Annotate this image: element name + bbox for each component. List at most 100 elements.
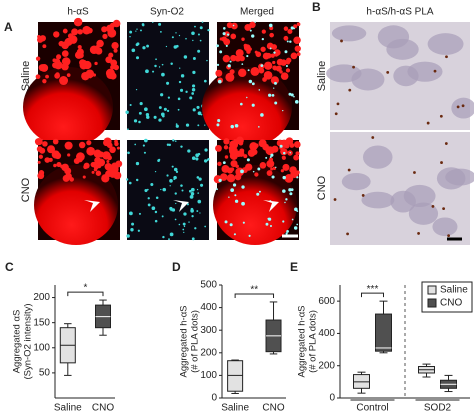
puncta [166, 81, 170, 85]
puncta [192, 39, 194, 42]
puncta [235, 150, 242, 157]
pla-dot [431, 204, 435, 208]
significance-label: *** [367, 284, 379, 295]
puncta [95, 170, 102, 176]
puncta [114, 141, 119, 147]
puncta [251, 103, 255, 107]
y-tick-label: 400 [318, 328, 335, 339]
puncta [266, 170, 273, 176]
puncta [170, 209, 172, 212]
puncta [42, 141, 48, 147]
puncta [229, 223, 233, 227]
puncta [167, 96, 170, 99]
puncta [226, 174, 236, 183]
puncta [290, 93, 294, 97]
puncta [223, 145, 229, 150]
puncta [61, 41, 69, 50]
puncta [53, 31, 60, 38]
micrographs [23, 17, 474, 245]
puncta [129, 30, 133, 34]
puncta [126, 234, 130, 238]
puncta [146, 44, 149, 48]
puncta [142, 46, 146, 50]
puncta [86, 140, 92, 146]
puncta [131, 222, 135, 226]
puncta [254, 50, 258, 54]
puncta [36, 146, 43, 152]
puncta [218, 178, 222, 183]
puncta [194, 227, 197, 230]
puncta [161, 215, 164, 218]
puncta [265, 52, 272, 59]
puncta [286, 40, 289, 43]
puncta [241, 63, 244, 66]
y-tick-label: 200 [318, 360, 335, 371]
puncta [200, 113, 203, 116]
puncta [286, 230, 289, 233]
puncta [142, 144, 145, 147]
puncta [272, 166, 277, 171]
puncta [150, 183, 154, 187]
puncta [192, 57, 196, 60]
puncta [273, 67, 277, 71]
puncta [44, 157, 51, 163]
puncta [47, 145, 56, 154]
puncta [154, 64, 157, 68]
puncta [222, 32, 226, 36]
puncta [283, 151, 286, 155]
puncta [280, 169, 284, 173]
puncta [185, 37, 187, 40]
puncta [106, 160, 110, 164]
puncta [285, 198, 288, 201]
puncta [246, 158, 250, 162]
puncta [224, 220, 228, 224]
y-tick-label: 300 [200, 325, 217, 336]
puncta [166, 109, 170, 113]
puncta [145, 69, 149, 74]
puncta [293, 154, 300, 161]
puncta [171, 208, 176, 212]
puncta [217, 119, 221, 123]
puncta [135, 56, 140, 60]
puncta [284, 143, 290, 149]
puncta [172, 139, 175, 142]
puncta [204, 124, 206, 126]
puncta [235, 136, 244, 145]
puncta [230, 22, 238, 30]
puncta [76, 152, 85, 162]
puncta [37, 36, 44, 43]
row-label: CNO [20, 177, 32, 202]
puncta [127, 128, 129, 131]
puncta [106, 155, 112, 161]
puncta [112, 19, 121, 28]
puncta [108, 167, 113, 172]
puncta [158, 118, 162, 122]
puncta [134, 143, 137, 146]
puncta [138, 120, 141, 124]
puncta [281, 155, 285, 160]
puncta [201, 21, 204, 23]
pla-dot [413, 171, 416, 174]
puncta [102, 33, 108, 39]
puncta [197, 152, 201, 156]
y-tick-label: 150 [33, 317, 50, 328]
puncta [94, 61, 98, 66]
pla-dot [433, 69, 437, 73]
puncta [293, 226, 298, 230]
puncta [282, 163, 290, 171]
puncta [280, 148, 288, 156]
puncta [109, 72, 117, 80]
puncta [216, 188, 218, 191]
puncta [82, 175, 86, 179]
puncta [258, 190, 261, 193]
puncta [187, 149, 191, 153]
significance-label: * [83, 283, 87, 294]
row-label: CNO [316, 175, 328, 200]
puncta [178, 223, 181, 226]
cell [23, 67, 113, 147]
puncta [45, 74, 49, 79]
puncta [151, 206, 156, 211]
panel-letter: D [172, 260, 181, 274]
puncta [189, 195, 194, 199]
puncta [77, 52, 84, 59]
